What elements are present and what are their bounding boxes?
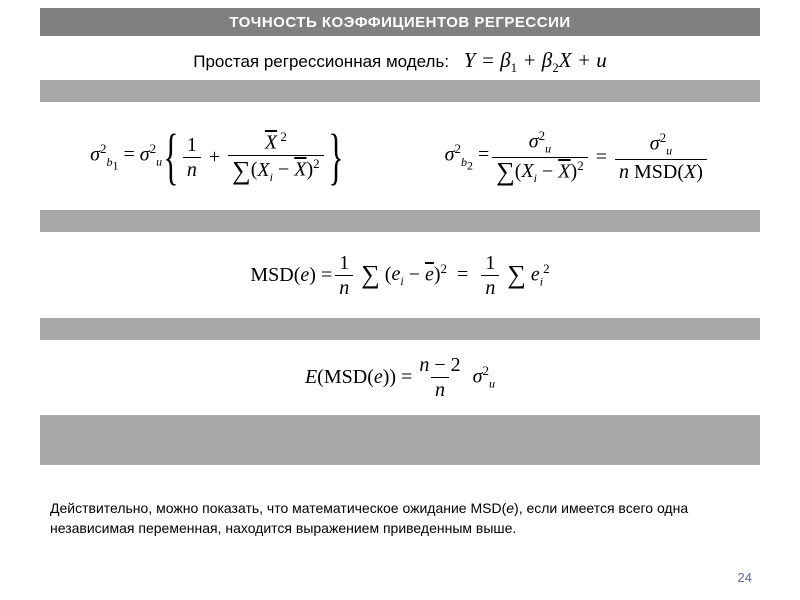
formula-expect-msd: E(MSD(e)) = n − 2 n σ2u [305,353,495,402]
formula-row-3: E(MSD(e)) = n − 2 n σ2u [40,350,760,405]
grey-bar-1 [40,80,760,102]
formula-row-2: MSD(e) = 1 n ∑ (ei − e)2 = 1 n ∑ ei2 [40,245,760,305]
grey-bar-3 [40,318,760,340]
subtitle-row: Простая регрессионная модель: Y = β1 + β… [40,48,760,76]
formula-sigma-b1: σ2b1 = σ2u { 1 n + X 2 ∑(Xi − X)2 } [90,127,344,187]
formula-row-1: σ2b1 = σ2u { 1 n + X 2 ∑(Xi − X)2 } σ2b2… [40,112,760,202]
subtitle-label: Простая регрессионная модель: [193,52,449,71]
title-bar: ТОЧНОСТЬ КОЭФФИЦИЕНТОВ РЕГРЕССИИ [40,8,760,36]
page-number: 24 [738,570,752,585]
subtitle-equation: Y = β1 + β2X + u [454,48,607,72]
body-text-part-a: Действительно, можно показать, что матем… [50,500,506,516]
title-text: ТОЧНОСТЬ КОЭФФИЦИЕНТОВ РЕГРЕССИИ [229,14,570,31]
formula-msd-e: MSD(e) = 1 n ∑ (ei − e)2 = 1 n ∑ ei2 [250,251,549,300]
grey-bar-2 [40,210,760,232]
body-text-italic-e: e [506,500,514,516]
body-text: Действительно, можно показать, что матем… [50,498,750,539]
grey-block [40,415,760,465]
formula-sigma-b2: σ2b2 = σ2u ∑(Xi − X)2 = σ2u n MSD(X) [445,128,710,187]
slide: ТОЧНОСТЬ КОЭФФИЦИЕНТОВ РЕГРЕССИИ Простая… [0,0,800,600]
